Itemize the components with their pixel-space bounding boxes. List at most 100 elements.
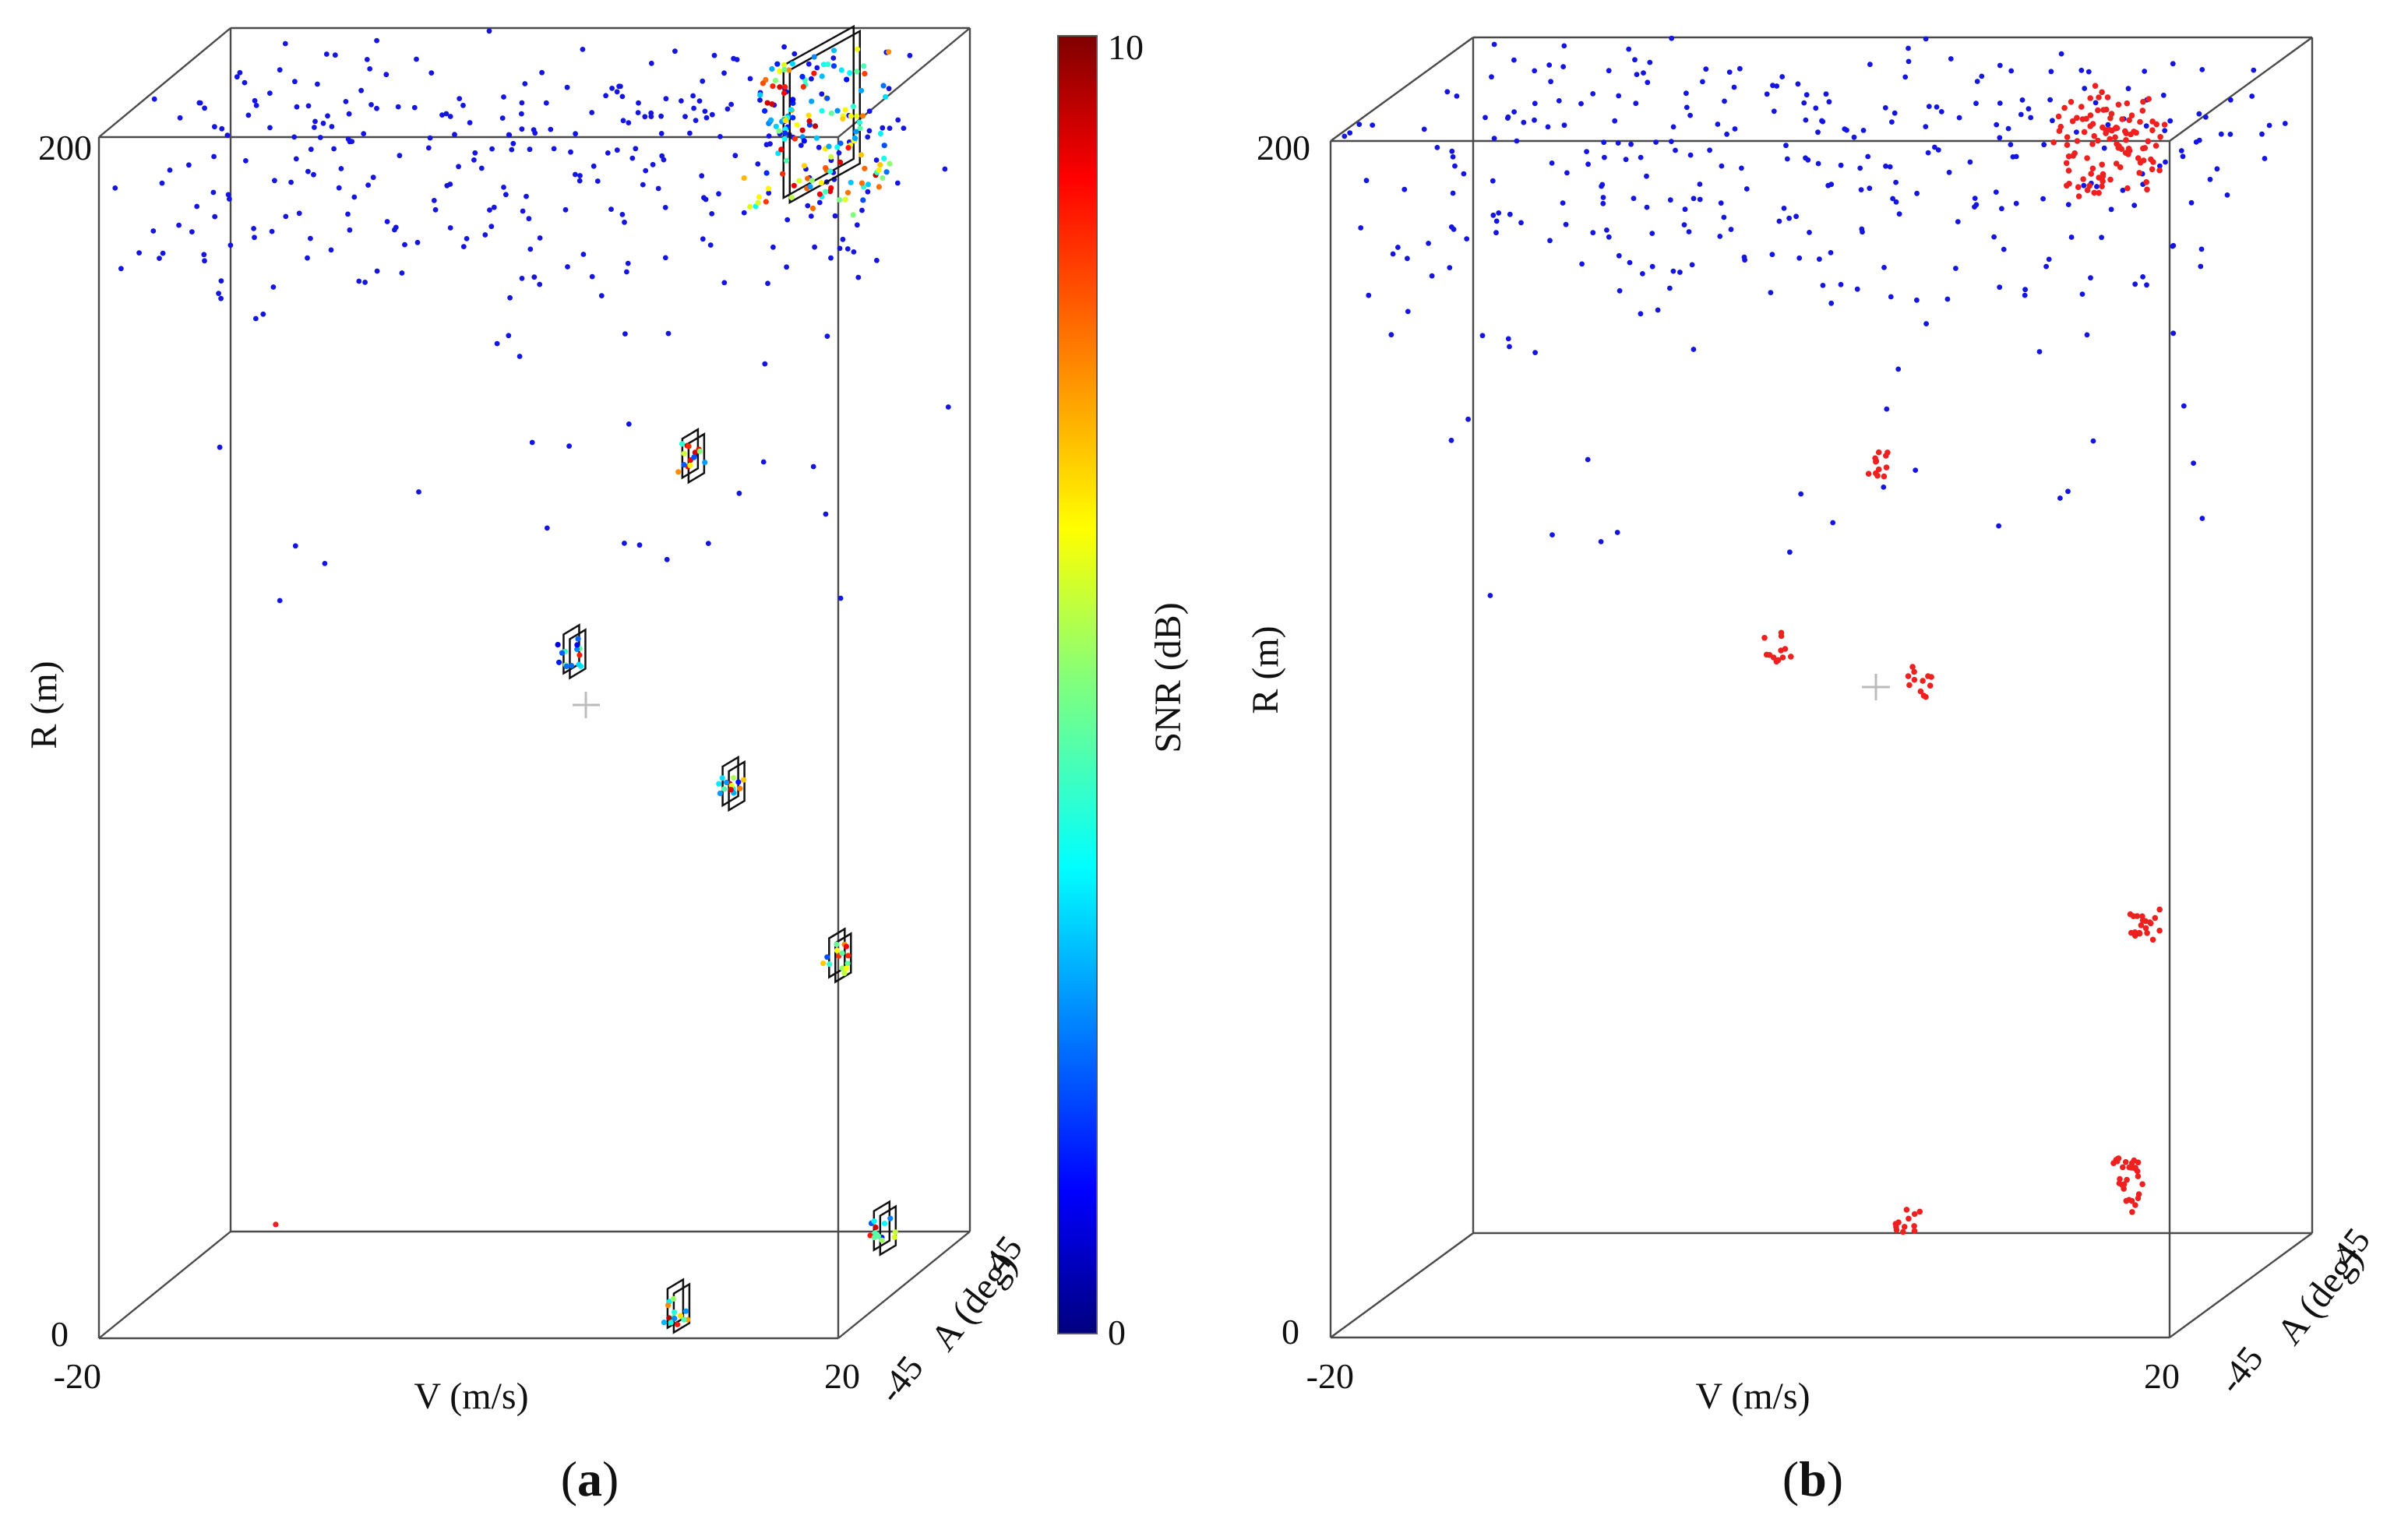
clutter-point bbox=[1798, 491, 1804, 497]
detection-point bbox=[2103, 106, 2110, 113]
detection-point bbox=[671, 1309, 678, 1316]
clutter-point bbox=[865, 189, 871, 195]
clutter-point bbox=[2143, 123, 2149, 129]
clutter-point bbox=[1771, 108, 1777, 115]
detection-point bbox=[2128, 1165, 2135, 1171]
detection-point bbox=[844, 960, 851, 967]
clutter-point bbox=[603, 93, 608, 99]
panel-b-y-label: R (m) bbox=[1245, 626, 1286, 714]
clutter-point bbox=[293, 156, 299, 162]
detection-point bbox=[2149, 936, 2156, 943]
detection-point bbox=[860, 197, 866, 203]
clutter-point bbox=[865, 134, 871, 140]
target-bounding-box bbox=[562, 623, 580, 675]
clutter-point bbox=[707, 242, 714, 248]
clutter-point bbox=[1640, 271, 1645, 277]
detection-point bbox=[2146, 919, 2153, 925]
detection-point bbox=[809, 205, 816, 212]
clutter-point bbox=[1823, 91, 1829, 97]
detection-point bbox=[668, 1320, 674, 1326]
clutter-point bbox=[219, 125, 225, 132]
detection-point bbox=[819, 73, 825, 79]
clutter-point bbox=[662, 255, 668, 261]
clutter-point bbox=[1828, 250, 1834, 256]
detection-point bbox=[811, 54, 817, 60]
clutter-point bbox=[2196, 137, 2202, 143]
clutter-point bbox=[1505, 115, 1511, 122]
detection-point bbox=[794, 122, 800, 128]
clutter-point bbox=[2079, 291, 2085, 297]
detection-point bbox=[819, 107, 825, 114]
detection-point bbox=[824, 954, 830, 960]
target-bounding-box bbox=[569, 628, 587, 680]
clutter-point bbox=[566, 443, 572, 449]
detection-point bbox=[2103, 130, 2109, 136]
clutter-point bbox=[323, 51, 330, 57]
clutter-point bbox=[383, 72, 390, 78]
detection-point bbox=[799, 127, 806, 133]
detection-point bbox=[2145, 138, 2152, 145]
clutter-point bbox=[2196, 111, 2202, 117]
clutter-point bbox=[501, 94, 506, 100]
clutter-point bbox=[176, 222, 182, 228]
clutter-point bbox=[824, 333, 830, 339]
clutter-point bbox=[374, 268, 380, 274]
clutter-point bbox=[2008, 142, 2014, 148]
clutter-point bbox=[2144, 282, 2149, 288]
panel-a-caption: (a) bbox=[561, 1451, 619, 1507]
detection-point bbox=[1883, 464, 1890, 470]
detection-point bbox=[716, 781, 722, 787]
detection-point bbox=[843, 965, 850, 971]
clutter-point bbox=[488, 224, 495, 230]
clutter-point bbox=[260, 311, 266, 317]
clutter-point bbox=[1686, 229, 1692, 234]
clutter-point bbox=[1719, 163, 1725, 169]
detection-point bbox=[826, 143, 832, 150]
clutter-point bbox=[1923, 124, 1929, 130]
panel-b-y-tick-max: 200 bbox=[1257, 128, 1310, 167]
detection-point bbox=[2119, 116, 2125, 122]
clutter-point bbox=[1882, 105, 1888, 111]
clutter-point bbox=[364, 57, 370, 62]
clutter-point bbox=[1972, 196, 1978, 201]
detection-point bbox=[786, 67, 792, 73]
clutter-point bbox=[1999, 206, 2004, 212]
detection-point bbox=[2087, 95, 2093, 101]
detection-point bbox=[762, 107, 768, 114]
clutter-point bbox=[1627, 259, 1633, 266]
target-bounding-box bbox=[834, 932, 852, 984]
clutter-point bbox=[658, 131, 665, 136]
clutter-point bbox=[1681, 222, 1687, 227]
clutter-point bbox=[1895, 366, 1902, 372]
clutter-point bbox=[291, 134, 298, 140]
clutter-point bbox=[814, 65, 820, 71]
panel-a-z-tick-min: -45 bbox=[870, 1348, 931, 1411]
clutter-point bbox=[212, 213, 218, 220]
detection-point bbox=[764, 100, 770, 106]
clutter-point bbox=[636, 100, 641, 106]
detection-point bbox=[773, 123, 779, 129]
clutter-point bbox=[1401, 186, 1408, 192]
detection-point bbox=[2087, 112, 2094, 118]
panel-a-z-label: A (deg) bbox=[922, 1244, 1024, 1359]
detection-point bbox=[853, 129, 859, 135]
clutter-point bbox=[1429, 273, 1435, 279]
clutter-point bbox=[816, 144, 822, 150]
detection-point bbox=[790, 97, 796, 103]
clutter-point bbox=[277, 67, 283, 73]
clutter-point bbox=[151, 96, 157, 102]
clutter-point bbox=[1644, 204, 1650, 210]
detection-point bbox=[1911, 668, 1917, 675]
detection-point bbox=[2096, 174, 2102, 181]
detection-point bbox=[2064, 142, 2071, 148]
clutter-point bbox=[2198, 263, 2204, 270]
clutter-point bbox=[1726, 69, 1733, 75]
detection-point bbox=[781, 66, 788, 72]
clutter-point bbox=[308, 235, 313, 241]
detection-point bbox=[2068, 99, 2075, 105]
clutter-point bbox=[1891, 110, 1898, 116]
clutter-point bbox=[1953, 266, 1958, 271]
clutter-point bbox=[320, 120, 326, 126]
detection-point bbox=[2115, 101, 2122, 108]
clutter-point bbox=[690, 93, 696, 99]
